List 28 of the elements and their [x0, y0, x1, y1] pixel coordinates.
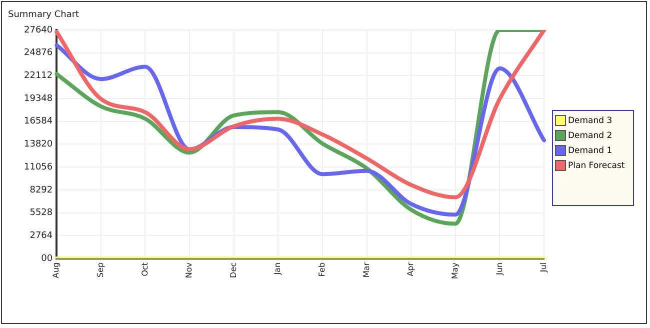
- x-tick-label: Feb: [318, 262, 327, 277]
- legend-label: Demand 2: [568, 130, 612, 140]
- x-tick-label: Mar: [362, 262, 371, 278]
- y-tick-label: 13820: [24, 140, 53, 150]
- x-tick-label: Oct: [140, 262, 150, 276]
- chart-title: Summary Chart: [8, 10, 80, 20]
- x-tick-label: Jan: [273, 262, 282, 276]
- y-tick-label: 16584: [24, 116, 53, 127]
- x-tick-label: Dec: [228, 262, 238, 278]
- x-tick-label: May: [450, 262, 460, 280]
- x-tick-label: Nov: [184, 262, 194, 278]
- y-tick-label: 8292: [30, 185, 53, 196]
- y-tick-label: 22112: [24, 71, 53, 82]
- x-tick-label: Apr: [406, 262, 416, 276]
- y-tick-label: 00: [41, 254, 53, 264]
- y-tick-label: 2764: [30, 230, 53, 241]
- x-tick-label: Aug: [52, 262, 61, 278]
- x-tick-label: Jun: [494, 262, 504, 276]
- x-tick-label: Sep: [96, 262, 106, 278]
- y-tick-label: 27640: [24, 25, 53, 36]
- legend-label: Demand 1: [568, 146, 612, 156]
- y-tick-label: 11056: [24, 162, 53, 172]
- y-tick-label: 5528: [30, 208, 53, 218]
- y-tick-label: 19348: [24, 94, 53, 104]
- y-tick-label: 24876: [24, 48, 53, 58]
- x-tick-label: Jul: [539, 262, 548, 274]
- legend-label: Demand 3: [568, 116, 612, 126]
- legend-label: Plan Forecast: [568, 160, 625, 170]
